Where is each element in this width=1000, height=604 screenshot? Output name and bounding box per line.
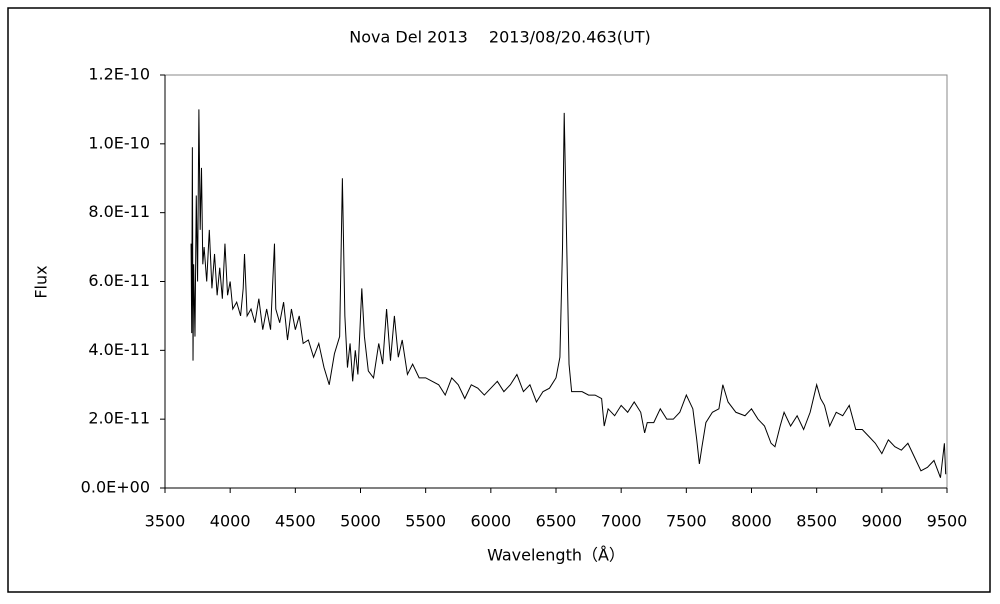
spectrum-line (190, 109, 947, 478)
x-tick-label: 9500 (927, 512, 968, 531)
x-tick-label: 4500 (275, 512, 316, 531)
x-tick-label: 4000 (210, 512, 251, 531)
y-tick-label: 4.0E-11 (88, 340, 150, 359)
x-tick-label: 5000 (340, 512, 381, 531)
x-axis-label: Wavelength（Å） (487, 546, 625, 565)
y-tick-label: 1.0E-10 (88, 133, 150, 152)
y-axis-label: Flux (32, 265, 51, 298)
y-tick-label: 0.0E+00 (81, 478, 150, 497)
y-tick-label: 2.0E-11 (88, 409, 150, 428)
x-tick-label: 6500 (536, 512, 577, 531)
x-tick-label: 8500 (796, 512, 837, 531)
x-tick-label: 7000 (601, 512, 642, 531)
x-tick-label: 9000 (861, 512, 902, 531)
x-tick-label: 8000 (731, 512, 772, 531)
chart-title: Nova Del 2013 2013/08/20.463(UT) (349, 28, 650, 47)
chart-frame (7, 7, 991, 593)
x-tick-label: 7500 (666, 512, 707, 531)
y-tick-label: 8.0E-11 (88, 202, 150, 221)
y-tick-label: 6.0E-11 (88, 271, 150, 290)
y-tick-label: 1.2E-10 (88, 65, 150, 84)
x-tick-label: 6000 (470, 512, 511, 531)
x-tick-label: 5500 (405, 512, 446, 531)
x-tick-label: 3500 (145, 512, 186, 531)
